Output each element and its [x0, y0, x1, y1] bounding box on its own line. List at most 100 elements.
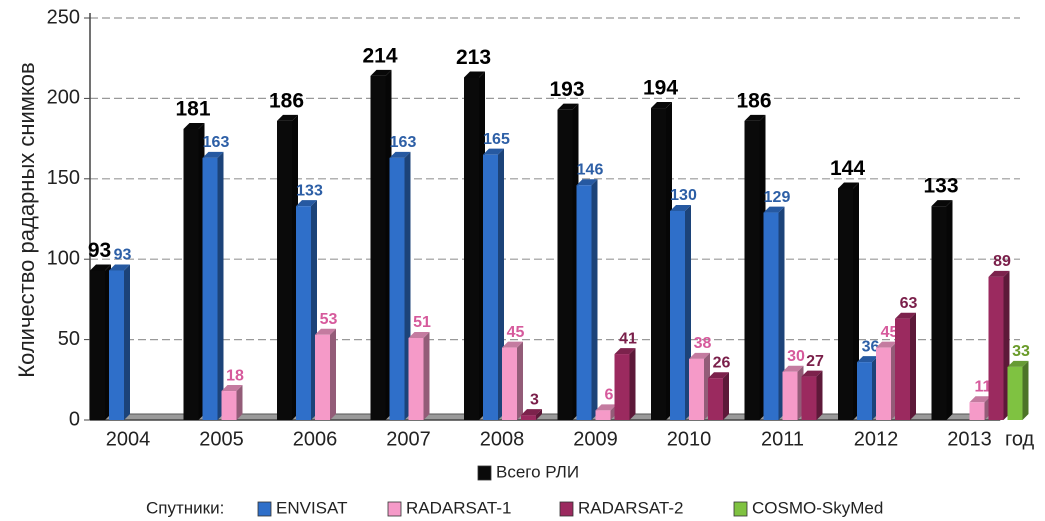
legend-label: Всего РЛИ: [496, 462, 579, 481]
bar-side: [124, 264, 130, 420]
bar: [464, 77, 479, 420]
bar: [895, 318, 910, 420]
legend-label: COSMO-SkyMed: [752, 498, 883, 517]
bar: [744, 120, 760, 421]
x-tick-label: 2009: [573, 428, 618, 450]
bar-top: [782, 365, 804, 372]
value-label: 129: [764, 189, 791, 206]
bar-top: [464, 71, 485, 78]
value-label: 194: [643, 77, 678, 100]
bar: [502, 347, 517, 420]
legend-swatch: [559, 501, 574, 517]
value-label: 193: [549, 78, 584, 101]
value-label: 6: [605, 387, 614, 404]
bar: [670, 210, 685, 420]
legend-swatch: [477, 465, 492, 481]
bar-side: [629, 348, 636, 420]
bar-top: [857, 356, 878, 363]
value-label: 130: [670, 187, 697, 204]
x-tick-label: 2012: [854, 428, 899, 450]
bar-top: [651, 102, 672, 109]
value-label: 181: [175, 97, 210, 120]
bar-top: [502, 341, 523, 348]
bar-top: [90, 264, 111, 271]
bar-top: [838, 182, 859, 189]
bar-top: [483, 148, 504, 155]
bar: [801, 376, 817, 420]
y-tick-label: 200: [47, 87, 80, 109]
bar-side: [423, 331, 430, 420]
legend-prefix: Спутники:: [146, 498, 224, 517]
bar: [931, 206, 947, 420]
x-tick-label: 2010: [667, 428, 712, 450]
bar-top: [895, 312, 916, 319]
bar-top: [183, 122, 205, 129]
bar: [277, 120, 292, 421]
legend-swatch: [257, 501, 272, 517]
value-label: 51: [413, 314, 431, 331]
value-label: 213: [456, 46, 491, 69]
bar-top: [876, 341, 897, 348]
bar-side: [778, 206, 785, 420]
bar: [969, 402, 985, 420]
y-tick-label: 0: [69, 408, 80, 430]
bar-top: [931, 200, 953, 207]
bar: [109, 270, 124, 420]
bar-top: [1007, 360, 1029, 367]
legend-swatch: [387, 501, 402, 517]
legend-label: ENVISAT: [276, 498, 347, 517]
value-label: 93: [88, 239, 111, 262]
bar: [315, 334, 330, 420]
bar-side: [236, 385, 243, 420]
x-tick-label: 2007: [386, 428, 431, 450]
x-tick-label: 2011: [761, 428, 804, 450]
value-label: 93: [114, 247, 132, 264]
bar: [408, 337, 424, 420]
bar: [689, 358, 704, 420]
bar-top: [801, 370, 823, 377]
y-tick-label: 250: [47, 6, 80, 28]
bar-side: [1022, 360, 1029, 420]
bar: [557, 109, 573, 420]
y-tick-label: 50: [58, 328, 80, 350]
y-tick-label: 150: [47, 167, 80, 189]
bar-top: [988, 270, 1010, 277]
bar-top: [708, 372, 729, 379]
bar-side: [853, 182, 859, 420]
bar: [763, 212, 779, 420]
bar: [614, 354, 630, 420]
value-label: 27: [806, 353, 824, 370]
bar-side: [330, 328, 336, 420]
bar: [183, 128, 199, 420]
bar: [876, 347, 891, 420]
bar-top: [670, 204, 691, 211]
legend-swatch: [733, 501, 748, 517]
bar: [221, 391, 237, 420]
value-label: 186: [269, 89, 304, 112]
bar: [857, 362, 872, 420]
x-tick-label: 2008: [480, 428, 525, 450]
value-label: 33: [1012, 343, 1030, 360]
y-tick-label: 100: [47, 247, 80, 269]
bar-top: [408, 331, 430, 338]
bar-top: [557, 103, 579, 110]
value-label: 26: [713, 354, 731, 371]
bar: [202, 157, 218, 420]
x-tick-label: 2013: [947, 428, 992, 450]
bar-top: [689, 352, 710, 359]
value-label: 163: [203, 134, 230, 151]
legend-label: RADARSAT-1: [406, 498, 512, 517]
bar-top: [109, 264, 130, 271]
value-label: 45: [881, 324, 899, 341]
bar-top: [315, 328, 336, 335]
value-label: 186: [736, 89, 771, 112]
bar-top: [614, 348, 636, 355]
bar-side: [591, 179, 598, 420]
bar-side: [536, 409, 542, 420]
value-label: 133: [923, 175, 958, 198]
bar: [389, 157, 405, 420]
value-label: 146: [577, 161, 604, 178]
bar-side: [910, 312, 916, 420]
bar-top: [370, 69, 392, 76]
